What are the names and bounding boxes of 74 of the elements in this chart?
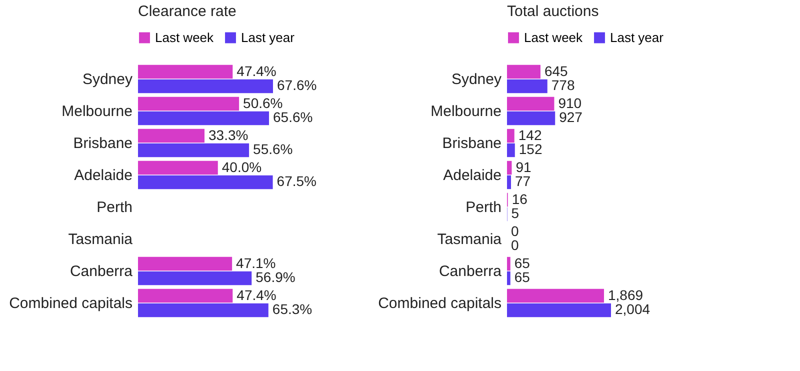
data-label: 67.6% — [277, 77, 317, 94]
y-tick-label: Brisbane — [442, 135, 502, 152]
data-label: 55.6% — [253, 141, 293, 158]
bar — [138, 128, 204, 143]
data-label: 927 — [559, 109, 583, 126]
legend-label: Last week — [155, 30, 214, 45]
bar — [507, 160, 512, 175]
bar — [138, 271, 252, 286]
y-tick-label: Adelaide — [443, 167, 502, 184]
data-label: 778 — [551, 77, 575, 94]
data-label: 5 — [511, 205, 520, 222]
bar — [507, 128, 514, 143]
data-label: 645 — [544, 62, 568, 79]
y-tick-label: Canberra — [70, 263, 134, 280]
data-label: 67.5% — [276, 173, 317, 190]
bar — [507, 64, 540, 79]
data-label: 142 — [518, 126, 542, 143]
data-label: 47.4% — [236, 286, 276, 303]
y-tick-label: Sydney — [451, 71, 502, 88]
bar — [138, 175, 273, 190]
bar — [507, 143, 515, 158]
bar — [507, 271, 510, 286]
bar — [507, 256, 510, 271]
bar — [138, 288, 233, 303]
chart-title: Total auctions — [507, 3, 599, 20]
bar — [507, 96, 554, 111]
bar — [138, 96, 240, 111]
bar — [138, 303, 268, 318]
y-tick-label: Perth — [96, 199, 132, 216]
y-tick-label: Perth — [466, 199, 502, 216]
bar — [138, 111, 270, 126]
y-tick-label: Brisbane — [73, 135, 132, 152]
y-tick-label: Melbourne — [430, 103, 502, 120]
y-tick-label: Melbourne — [62, 103, 132, 120]
data-label: 33.3% — [208, 126, 248, 143]
y-tick-label: Tasmania — [68, 231, 134, 248]
legend-label: Last year — [241, 30, 296, 45]
data-label: 910 — [558, 94, 582, 111]
data-label: 56.9% — [256, 269, 296, 286]
data-label: 65 — [514, 269, 530, 286]
data-label: 91 — [516, 158, 532, 175]
y-tick-label: Sydney — [82, 71, 133, 88]
legend-label: Last week — [524, 30, 584, 45]
data-label: 16 — [512, 190, 528, 207]
bar — [507, 175, 511, 190]
y-tick-label: Combined capitals — [378, 295, 502, 312]
data-label: 40.0% — [222, 158, 262, 175]
data-label: 47.1% — [236, 254, 276, 271]
data-label: 152 — [518, 141, 542, 158]
y-tick-label: Combined capitals — [9, 295, 132, 312]
bar — [138, 160, 218, 175]
bar — [507, 79, 548, 94]
data-label: 1,869 — [608, 286, 644, 303]
bar — [507, 288, 604, 303]
y-tick-label: Tasmania — [437, 231, 502, 248]
data-label: 65 — [514, 254, 530, 271]
data-label: 2,004 — [615, 301, 650, 318]
data-label: 65.6% — [273, 109, 313, 126]
bar — [138, 256, 232, 271]
chart-title: Clearance rate — [138, 3, 236, 20]
data-label: 50.6% — [243, 94, 283, 111]
data-label: 0 — [511, 237, 519, 254]
data-label: 65.3% — [272, 301, 312, 318]
bar — [138, 64, 233, 79]
legend-label: Last year — [610, 30, 664, 45]
bar — [507, 111, 556, 126]
bar — [507, 303, 611, 318]
bar — [138, 143, 250, 158]
y-tick-label: Adelaide — [74, 167, 132, 184]
y-tick-label: Canberra — [438, 263, 502, 280]
data-label: 47.4% — [236, 62, 276, 79]
data-label: 0 — [511, 222, 519, 239]
bar — [138, 79, 273, 94]
data-label: 77 — [514, 173, 531, 190]
